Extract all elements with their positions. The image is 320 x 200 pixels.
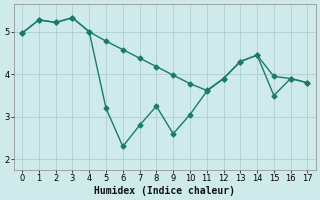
X-axis label: Humidex (Indice chaleur): Humidex (Indice chaleur) <box>94 186 235 196</box>
